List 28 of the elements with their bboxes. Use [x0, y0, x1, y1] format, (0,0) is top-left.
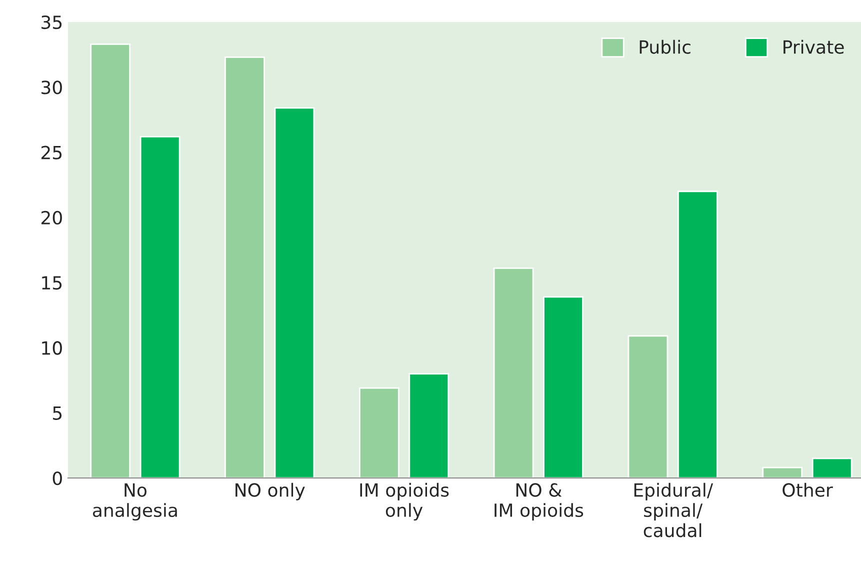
y-tick-label: 25	[41, 146, 62, 160]
x-tick-label: NO only	[236, 482, 305, 500]
bar	[543, 296, 584, 478]
x-tick-label: Other	[782, 482, 833, 497]
y-tick-label: 10	[42, 341, 62, 355]
bar	[90, 43, 131, 478]
y-tick-label: 5	[53, 406, 62, 420]
bar	[140, 136, 180, 478]
y-tick-label: 35	[42, 15, 62, 30]
x-tick-label: IM opioids only	[360, 482, 449, 521]
x-tick-label: Epidural/ spinal/ caudal	[634, 482, 714, 538]
bar	[762, 466, 803, 478]
y-tick-label: 15	[42, 276, 62, 290]
x-tick-label: NO & IM opioids	[494, 483, 584, 521]
y-tick-label: 0	[52, 471, 62, 486]
legend-label: Public	[640, 40, 690, 54]
bar	[408, 373, 450, 478]
bar	[224, 56, 265, 478]
x-tick-label: No analgesia	[92, 483, 177, 521]
bar	[628, 335, 668, 478]
bar	[358, 387, 400, 478]
y-tick-label: 20	[41, 210, 62, 225]
bar	[493, 268, 534, 478]
bar	[678, 190, 718, 478]
legend-label: Private	[784, 40, 844, 54]
bar	[274, 107, 315, 478]
bar	[812, 458, 852, 478]
y-tick-label: 30	[42, 80, 62, 94]
